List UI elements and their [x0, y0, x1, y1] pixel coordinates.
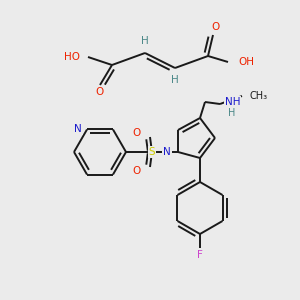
- Text: H: H: [171, 75, 179, 85]
- Text: N: N: [74, 124, 82, 134]
- Text: H: H: [228, 108, 236, 118]
- Text: O: O: [133, 166, 141, 176]
- Text: O: O: [133, 128, 141, 138]
- Text: N: N: [163, 147, 171, 157]
- Text: CH₃: CH₃: [249, 91, 267, 101]
- Text: F: F: [197, 250, 203, 260]
- Text: O: O: [211, 22, 219, 32]
- Text: O: O: [96, 87, 104, 97]
- Text: NH: NH: [225, 97, 241, 107]
- Text: HO: HO: [64, 52, 80, 62]
- Text: H: H: [141, 36, 149, 46]
- Text: S: S: [149, 147, 155, 157]
- Text: OH: OH: [238, 57, 254, 67]
